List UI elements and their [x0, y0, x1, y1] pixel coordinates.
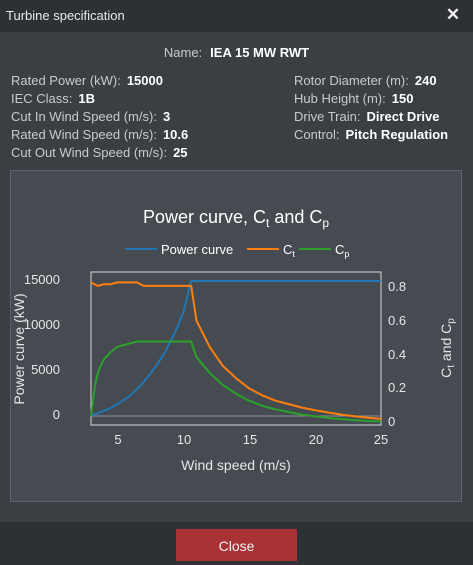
x-tick-label: 20 — [309, 432, 323, 447]
y-left-tick-label: 5000 — [31, 362, 60, 377]
close-button[interactable]: Close — [176, 529, 297, 561]
power-curve-line — [90, 280, 381, 417]
y-left-axis-title: Power curve (kW) — [11, 293, 27, 404]
chart-panel: Power curve, Ct and Cp Power curve Ct Cp… — [10, 170, 462, 502]
x-tick-label: 15 — [243, 432, 257, 447]
plot-frame — [90, 271, 382, 426]
title-bar — [0, 0, 473, 32]
x-tick-label: 5 — [114, 432, 121, 447]
spec-value: 3 — [162, 109, 171, 124]
spec-value: 25 — [173, 145, 188, 160]
legend-power-label: Power curve — [161, 242, 233, 257]
x-tick-label: 25 — [374, 432, 388, 447]
spec-value: 150 — [391, 91, 414, 106]
y-right-tick-label: 0.8 — [388, 279, 406, 294]
spec-value: Pitch Regulation — [345, 127, 449, 142]
spec-label: Cut In Wind Speed (m/s): — [11, 109, 157, 124]
power-curve-chart: Power curve, Ct and Cp Power curve Ct Cp… — [11, 207, 457, 473]
window-title: Turbine specification — [6, 8, 125, 23]
spec-value: 1B — [78, 91, 96, 106]
y-left-tick-label: 0 — [53, 407, 60, 422]
spec-hub-height: Hub Height (m): 150 — [294, 91, 413, 106]
chart-title: Power curve, Ct and Cp — [143, 207, 329, 230]
legend: Power curve Ct Cp — [125, 242, 349, 259]
spec-cut-out: Cut Out Wind Speed (m/s): 25 — [11, 145, 188, 160]
spec-value: 15000 — [126, 73, 163, 88]
close-icon[interactable]: ✕ — [445, 5, 461, 24]
spec-label: Drive Train: — [294, 109, 361, 124]
y-left-tick-label: 10000 — [24, 317, 60, 332]
spec-value: 10.6 — [162, 127, 189, 142]
spec-control: Control: Pitch Regulation — [294, 127, 448, 142]
y-left-tick-label: 15000 — [24, 272, 60, 287]
spec-label: Rated Wind Speed (m/s): — [11, 127, 157, 142]
legend-ct-label: Ct — [283, 242, 295, 259]
x-axis-title: Wind speed (m/s) — [181, 457, 291, 473]
legend-cp-label: Cp — [335, 242, 349, 259]
spec-label: IEC Class: — [11, 91, 73, 106]
spec-label: Rotor Diameter (m): — [294, 73, 409, 88]
ct-line — [90, 281, 382, 420]
y-right-axis-title: Ct and Cp — [438, 318, 457, 378]
y-right-tick-label: 0 — [388, 414, 395, 429]
spec-label: Hub Height (m): — [294, 91, 386, 106]
spec-cut-in: Cut In Wind Speed (m/s): 3 — [11, 109, 170, 124]
y-right-tick-label: 0.6 — [388, 313, 406, 328]
spec-rated-wind: Rated Wind Speed (m/s): 10.6 — [11, 127, 188, 142]
spec-label: Cut Out Wind Speed (m/s): — [11, 145, 168, 160]
spec-label: Rated Power (kW): — [11, 73, 121, 88]
turbine-name-row: Name: IEA 15 MW RWT — [0, 45, 473, 60]
x-tick-label: 10 — [177, 432, 191, 447]
spec-value: 240 — [414, 73, 437, 88]
spec-value: Direct Drive — [366, 109, 440, 124]
spec-label: Control: — [294, 127, 340, 142]
name-value: IEA 15 MW RWT — [210, 45, 310, 60]
y-right-tick-label: 0.4 — [388, 347, 406, 362]
cp-line — [90, 340, 382, 423]
y-right-tick-label: 0.2 — [388, 380, 406, 395]
name-label: Name: — [163, 45, 203, 60]
spec-rated-power: Rated Power (kW): 15000 — [11, 73, 163, 88]
spec-drive-train: Drive Train: Direct Drive — [294, 109, 439, 124]
spec-rotor-diameter: Rotor Diameter (m): 240 — [294, 73, 437, 88]
plot-area — [90, 280, 382, 423]
spec-iec-class: IEC Class: 1B — [11, 91, 95, 106]
